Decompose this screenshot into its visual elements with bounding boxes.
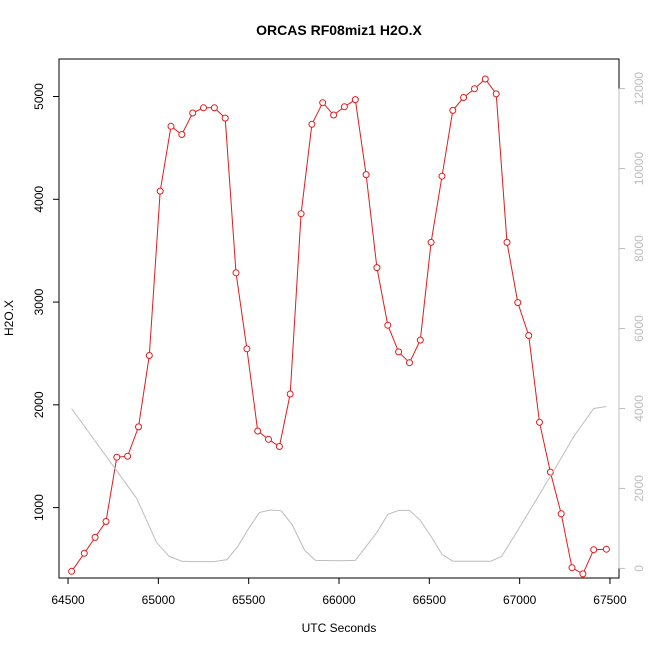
series-0-point <box>449 106 457 114</box>
series-0-point <box>427 238 435 246</box>
series-0-point <box>254 427 262 435</box>
series-0-point <box>514 299 522 307</box>
y2-tick-label: 12000 <box>632 72 646 106</box>
series-0-point <box>351 96 359 104</box>
series-0-point <box>68 567 76 575</box>
series-layer <box>68 75 610 578</box>
series-0-point <box>124 452 132 460</box>
y2-tick-label: 10000 <box>632 152 646 186</box>
x-tick-label: 66000 <box>322 593 356 607</box>
series-0-point <box>135 423 142 431</box>
y2-tick-label: 2000 <box>632 475 646 502</box>
series-0-point <box>492 90 500 98</box>
series-0-point <box>243 345 251 353</box>
series-0-point <box>568 564 576 572</box>
series-0-point <box>525 332 533 339</box>
series-0-point <box>91 533 99 541</box>
x-tick-label: 66500 <box>413 593 447 607</box>
series-0-point <box>210 104 218 112</box>
series-0-point <box>362 171 370 179</box>
series-0-point <box>265 435 272 443</box>
x-axis: 64500 65000 65500 66000 66500 67000 67500 <box>51 577 627 607</box>
y-tick-label: 1000 <box>32 494 46 521</box>
plot-frame <box>58 58 620 579</box>
series-0-point <box>232 269 240 277</box>
x-tick-label: 65000 <box>142 593 176 607</box>
series-0-point <box>536 418 543 426</box>
y-tick-label: 4000 <box>32 186 46 213</box>
series-0-point <box>460 94 468 101</box>
series-0-point <box>167 122 175 130</box>
series-0-point <box>503 238 511 246</box>
x-tick-label: 67000 <box>503 593 537 607</box>
series-0-point <box>275 443 283 450</box>
series-0-point <box>416 336 424 344</box>
series-0-point <box>373 264 381 272</box>
series-0-point <box>590 546 598 554</box>
series-0-point <box>557 510 565 518</box>
series-0-point <box>395 348 403 356</box>
series-0-point <box>178 131 186 138</box>
series-0-point <box>297 210 305 218</box>
series-0-point <box>384 321 392 329</box>
series-1-line <box>71 406 607 563</box>
series-0-point <box>189 109 197 117</box>
x-tick-label: 64500 <box>51 593 85 607</box>
y2-tick-label: 4000 <box>632 395 646 422</box>
series-0-point <box>113 453 121 461</box>
x-axis-label: UTC Seconds <box>302 621 377 635</box>
y-tick-label: 2000 <box>32 391 46 418</box>
chart-title: ORCAS RF08miz1 H2O.X <box>256 22 422 38</box>
series-0-point <box>406 359 413 367</box>
series-0-point <box>221 114 229 122</box>
series-0-point <box>308 120 316 128</box>
y-tick-label: 3000 <box>32 288 46 315</box>
y2-tick-label: 8000 <box>632 235 646 262</box>
y2-tick-label: 6000 <box>632 315 646 342</box>
series-0-point <box>481 75 489 83</box>
series-0-line <box>71 78 607 575</box>
y-tick-label: 5000 <box>32 83 46 110</box>
series-0-point <box>438 172 446 180</box>
series-0-point <box>330 111 338 119</box>
series-0-point <box>602 545 610 553</box>
y2-tick-label: 0 <box>632 565 646 572</box>
series-0-point <box>340 103 348 111</box>
series-0-point <box>471 85 478 93</box>
series-0-point <box>156 187 164 195</box>
series-0-point <box>200 104 207 112</box>
y-axis-right: 0 2000 4000 6000 8000 10000 12000 <box>618 72 646 572</box>
series-0-point <box>145 352 153 359</box>
y-axis-label: H2O.X <box>2 300 16 336</box>
series-0-point <box>579 570 587 578</box>
series-0-point <box>319 99 327 107</box>
y-axis-left: 1000 2000 3000 4000 5000 <box>32 83 60 521</box>
series-0-point <box>102 518 110 525</box>
series-0-point <box>80 549 88 557</box>
x-tick-label: 67500 <box>593 593 627 607</box>
series-0-point <box>286 390 294 398</box>
x-tick-label: 65500 <box>232 593 266 607</box>
